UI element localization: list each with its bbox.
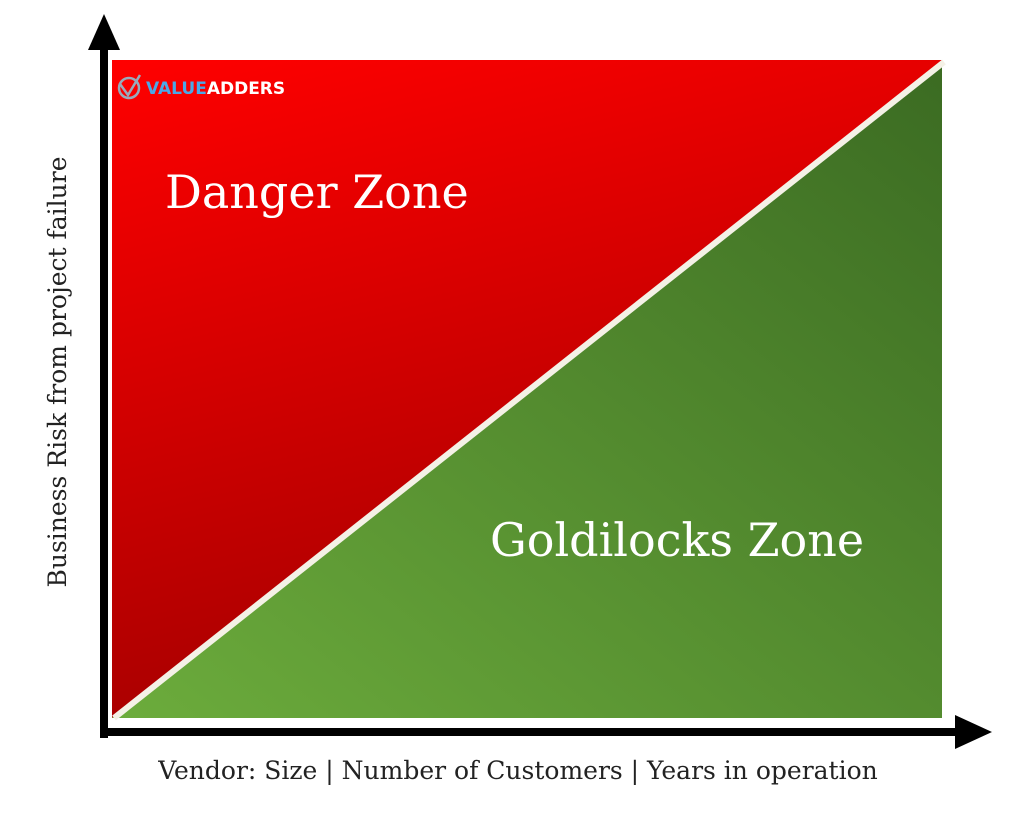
zone-label: Danger Zone bbox=[165, 165, 469, 219]
divider-line bbox=[112, 59, 946, 721]
x-arrow bbox=[955, 715, 992, 749]
logo-suffix: ADDERS bbox=[207, 79, 285, 99]
logo: VALUEADDERS bbox=[117, 74, 285, 100]
logo-text: VALUEADDERS bbox=[146, 79, 285, 99]
logo-icon bbox=[117, 76, 141, 100]
y-axis-label: Business Risk from project failure bbox=[43, 157, 72, 588]
zone-label: Goldilocks Zone bbox=[490, 513, 864, 567]
logo-brand: VALUE bbox=[146, 79, 207, 99]
y-arrow bbox=[88, 14, 120, 50]
logo-check bbox=[118, 74, 142, 98]
x-axis-label: Vendor: Size | Number of Customers | Yea… bbox=[157, 756, 878, 786]
